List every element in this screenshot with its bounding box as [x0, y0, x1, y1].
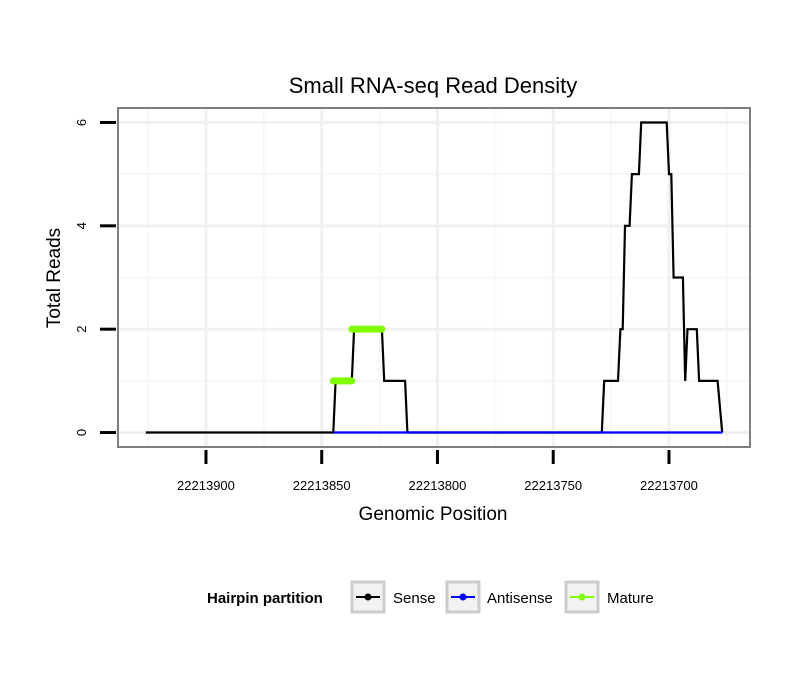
chart-title: Small RNA-seq Read Density [289, 73, 578, 98]
y-tick-label: 6 [74, 119, 89, 126]
legend-label-mature: Mature [607, 590, 654, 607]
y-tick-label: 2 [74, 326, 89, 333]
legend-label-antisense: Antisense [487, 590, 553, 607]
x-tick-label: 22213750 [524, 478, 582, 493]
legend-dot-antisense [459, 593, 467, 601]
legend-dot-mature [578, 593, 586, 601]
legend-title: Hairpin partition [207, 590, 323, 607]
legend-label-sense: Sense [393, 590, 436, 607]
legend-entry-antisense: Antisense [445, 580, 553, 614]
y-axis-title: Total Reads [44, 228, 65, 328]
grid [118, 108, 750, 447]
x-tick-label: 22213850 [293, 478, 351, 493]
x-tick-label: 22213800 [409, 478, 467, 493]
axes: 22213900 22213850 22213800 22213750 22213700… [74, 119, 698, 493]
series-layer [145, 121, 724, 434]
x-tick-label: 22213900 [177, 478, 235, 493]
y-tick-label: 0 [74, 429, 89, 436]
legend-dot-sense [364, 593, 372, 601]
legend-entry-mature: Mature [564, 580, 654, 614]
legend: Hairpin partition Sense Antisense Mature [207, 580, 654, 614]
x-tick-label: 22213700 [640, 478, 698, 493]
y-tick-label: 4 [74, 222, 89, 229]
x-axis-title: Genomic Position [359, 504, 508, 525]
legend-entry-sense: Sense [350, 580, 436, 614]
plot-panel [117, 107, 751, 448]
